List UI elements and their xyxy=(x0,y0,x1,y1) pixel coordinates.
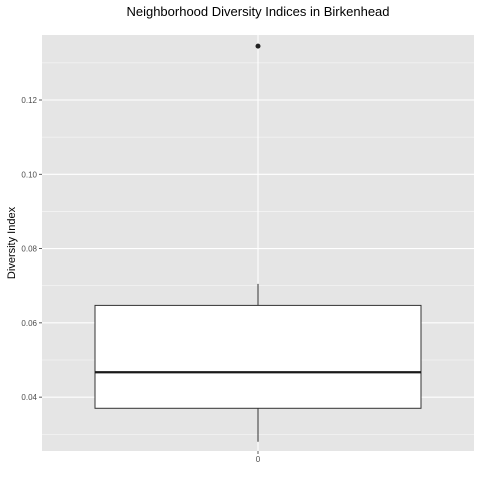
y-axis-title: Diversity Index xyxy=(6,206,18,279)
box-iqr xyxy=(94,304,422,409)
y-tick-label: 0.12 xyxy=(21,96,37,105)
plot-layer xyxy=(94,43,422,442)
y-tick-label: 0.04 xyxy=(21,393,37,402)
y-tick-label: 0.08 xyxy=(21,245,37,254)
y-tick-label: 0.06 xyxy=(21,319,37,328)
y-axis: 0.04 0.06 0.08 0.10 0.12 xyxy=(21,96,42,402)
chart-title: Neighborhood Diversity Indices in Birken… xyxy=(126,4,389,19)
x-tick-label: 0 xyxy=(256,455,261,464)
x-axis: 0 xyxy=(256,451,261,464)
outlier-point xyxy=(255,43,261,49)
y-tick-label: 0.10 xyxy=(21,170,37,179)
